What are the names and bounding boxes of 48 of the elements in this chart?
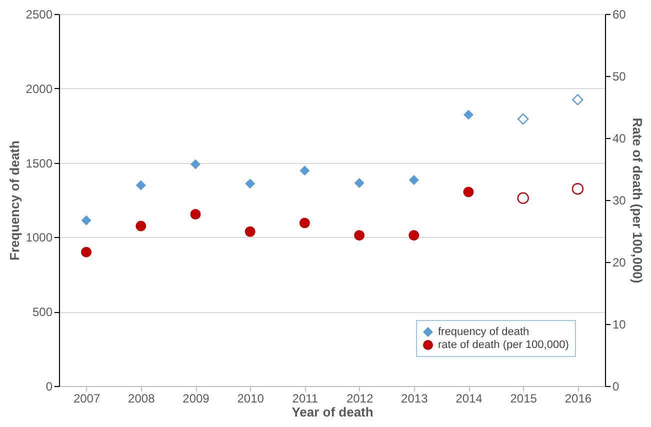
y-tick-label: 2500 xyxy=(26,8,53,22)
point xyxy=(299,218,310,228)
y2-tick-label: 60 xyxy=(612,8,626,22)
x-tick-label: 2007 xyxy=(73,392,100,406)
point xyxy=(463,186,474,198)
x-tick-label: 2008 xyxy=(128,392,156,406)
legend-label: frequency of death xyxy=(438,326,530,338)
y2-axis-title: Rate of death (per 100,000) xyxy=(630,118,645,284)
point xyxy=(408,230,420,241)
x-tick-label: 2011 xyxy=(292,392,318,406)
y-axis-title: Frequency of death xyxy=(6,140,22,260)
point xyxy=(245,178,256,189)
y-tick-label: 1000 xyxy=(26,230,53,245)
point xyxy=(81,246,92,258)
point xyxy=(136,180,146,190)
point xyxy=(190,159,200,170)
point xyxy=(190,209,201,220)
x-tick-label: 2013 xyxy=(401,392,428,406)
point xyxy=(572,94,584,106)
legend-label: rate of death (per 100,000) xyxy=(438,339,569,351)
x-tick-label: 2012 xyxy=(346,392,374,406)
point xyxy=(572,183,584,195)
point xyxy=(464,110,474,120)
y2-tick-label: 20 xyxy=(612,256,626,270)
x-tick-label: 2014 xyxy=(456,392,483,406)
y-tick-label: 0 xyxy=(46,380,53,394)
y2-tick-label: 50 xyxy=(612,70,626,84)
x-tick-label: 2016 xyxy=(564,392,592,406)
x-tick-label: 2010 xyxy=(237,392,264,406)
point xyxy=(136,220,146,232)
point xyxy=(517,192,529,204)
x-axis-title: Year of death xyxy=(292,404,374,420)
point xyxy=(81,215,92,226)
x-tick-label: 2009 xyxy=(182,392,210,406)
y-tick-label: 500 xyxy=(32,305,53,320)
y2-tick-label: 30 xyxy=(612,194,626,208)
y2-tick-label: 0 xyxy=(612,380,620,394)
point xyxy=(244,226,256,237)
point xyxy=(354,178,364,188)
point xyxy=(408,175,419,186)
point xyxy=(354,230,365,241)
y-tick-label: 2000 xyxy=(26,82,53,96)
point xyxy=(518,113,529,125)
point xyxy=(300,166,310,176)
y2-tick-label: 40 xyxy=(612,132,626,146)
y-tick-label: 1500 xyxy=(26,156,53,170)
y2-tick-label: 10 xyxy=(612,318,626,332)
x-tick-label: 2015 xyxy=(510,392,538,406)
